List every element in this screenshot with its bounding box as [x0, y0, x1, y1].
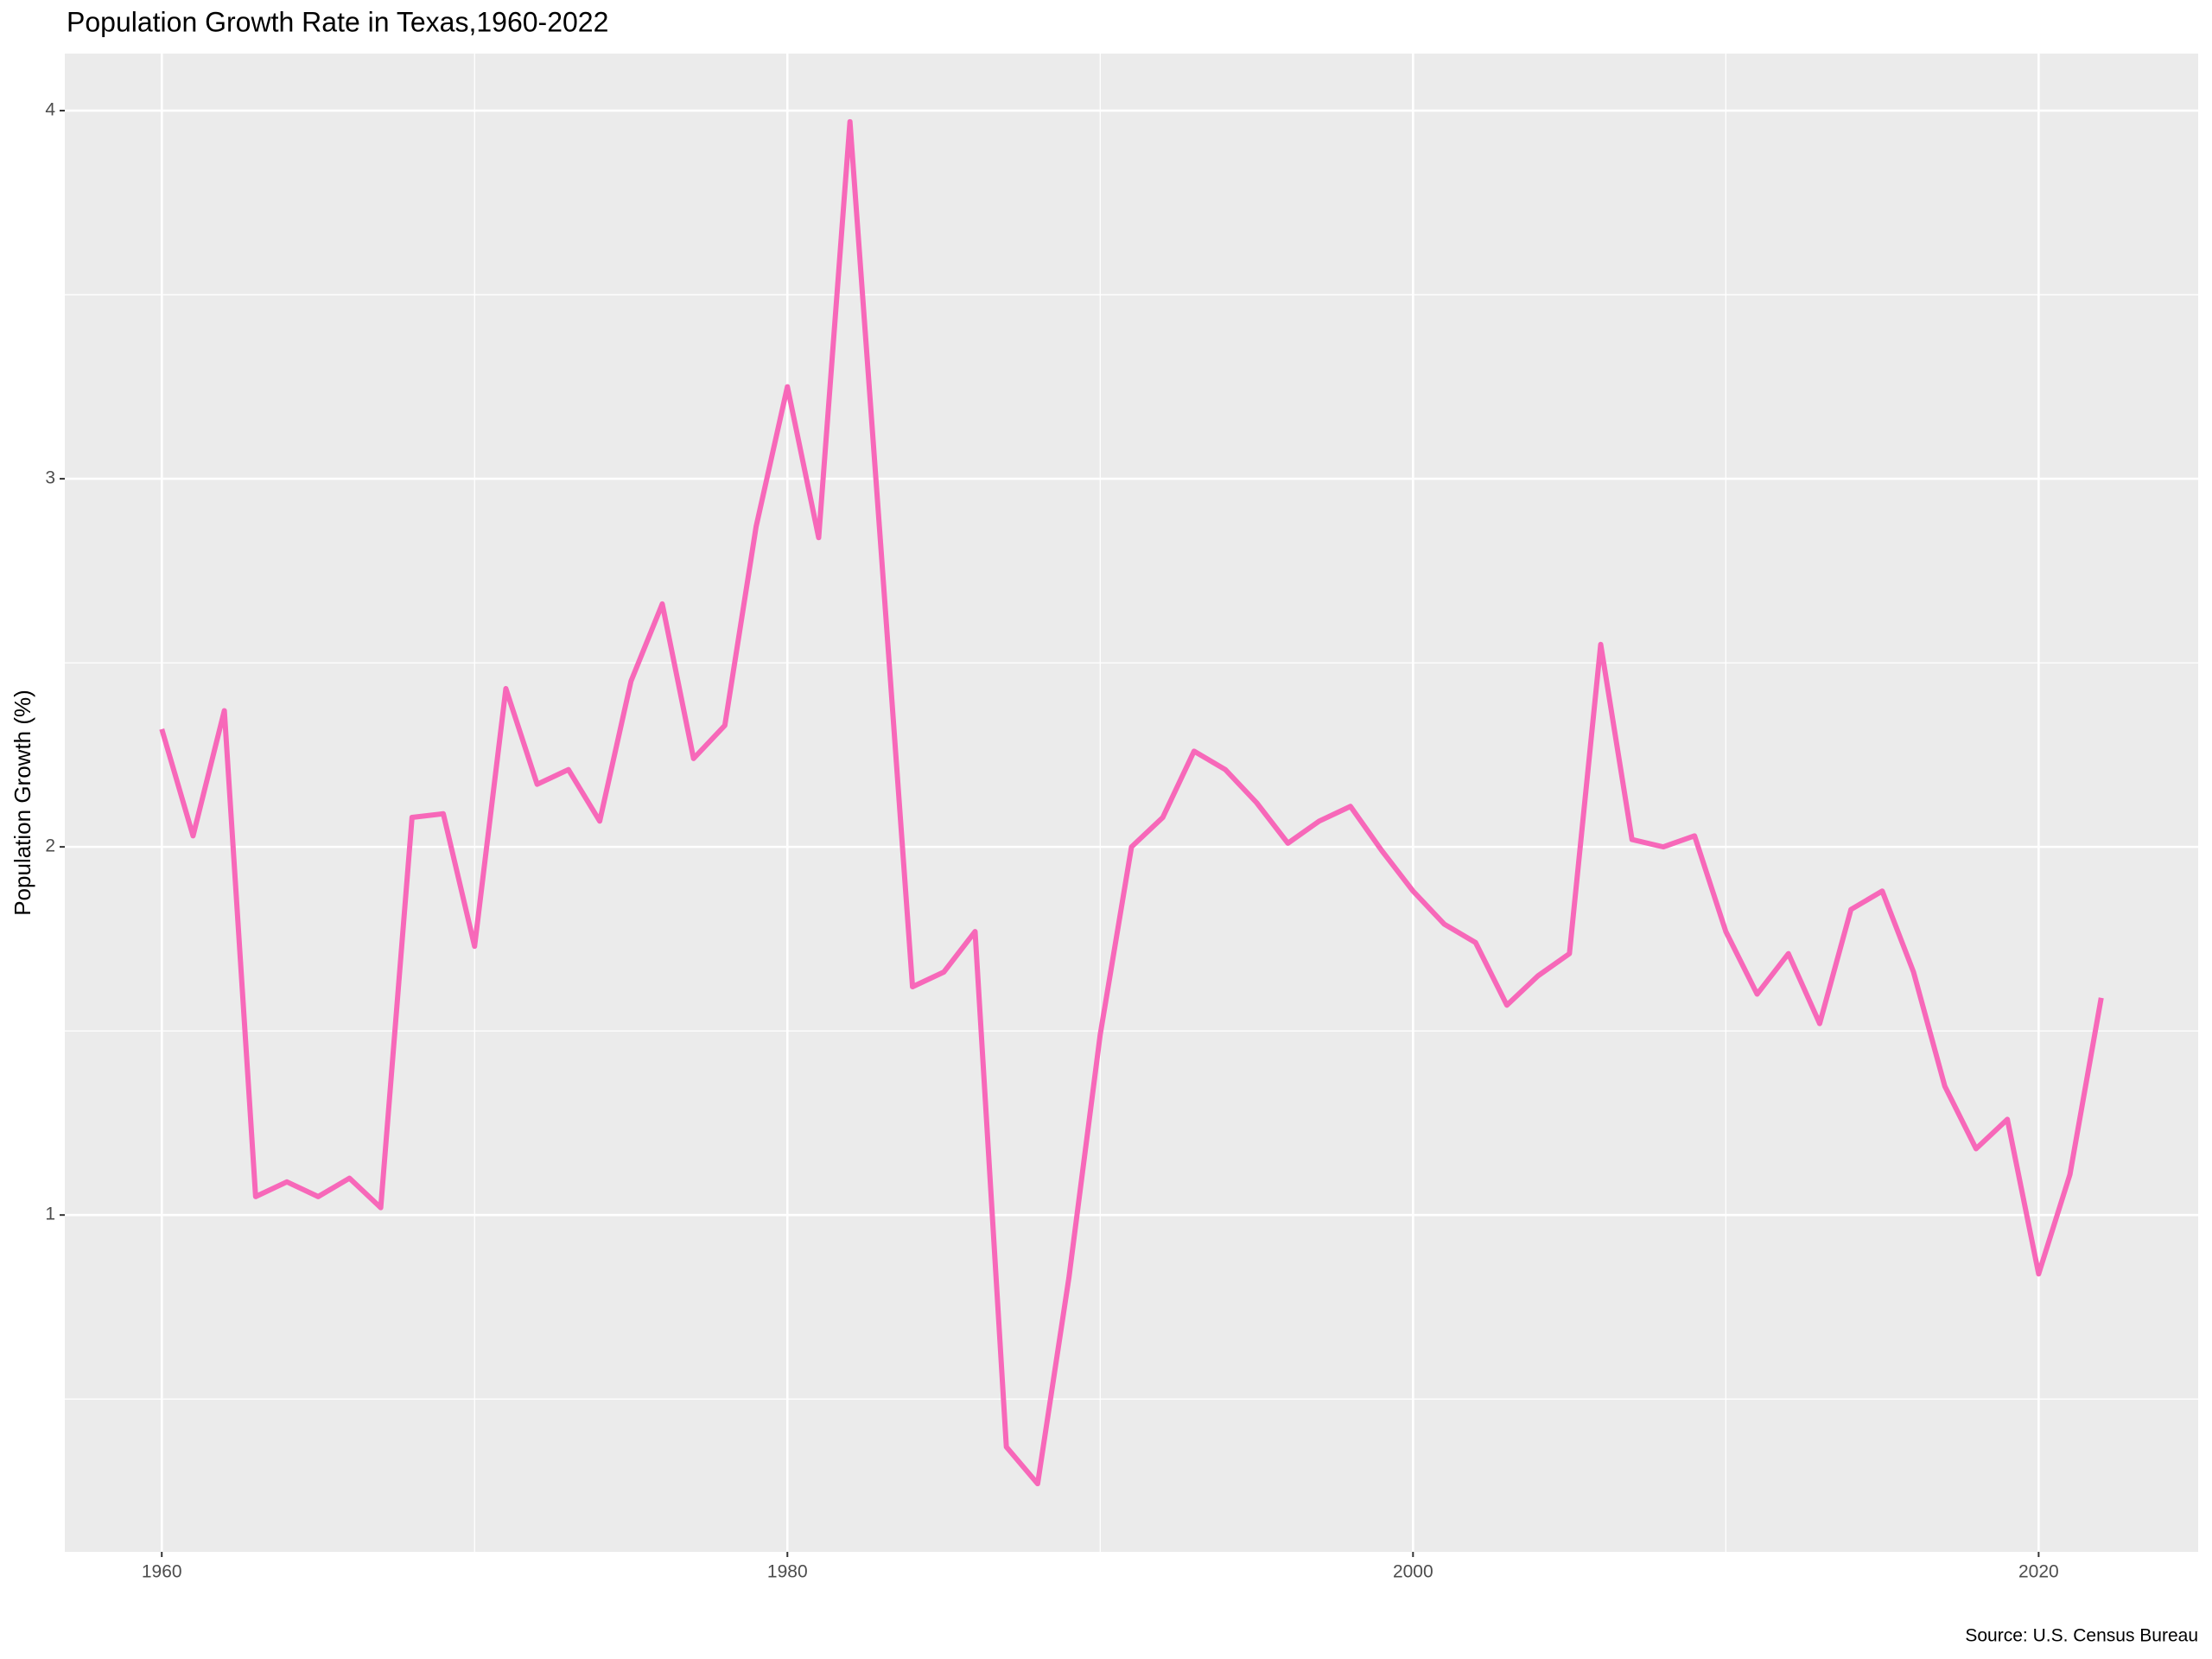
y-tick-label: 3 [45, 468, 55, 488]
y-axis-label: Population Growth (%) [10, 690, 35, 916]
caption: Source: U.S. Census Bureau [1965, 1626, 2198, 1646]
x-tick-label: 2020 [2018, 1562, 2059, 1582]
y-tick-label: 2 [45, 836, 55, 856]
x-tick-label: 2000 [1393, 1562, 1433, 1582]
y-tick-label: 1 [45, 1205, 55, 1224]
panel [65, 54, 2198, 1552]
chart-title: Population Growth Rate in Texas,1960-202… [67, 6, 608, 37]
x-tick-label: 1960 [142, 1562, 182, 1582]
y-tick-label: 4 [45, 100, 55, 120]
data-line [159, 118, 2104, 1487]
x-tick-label: 1980 [767, 1562, 808, 1582]
